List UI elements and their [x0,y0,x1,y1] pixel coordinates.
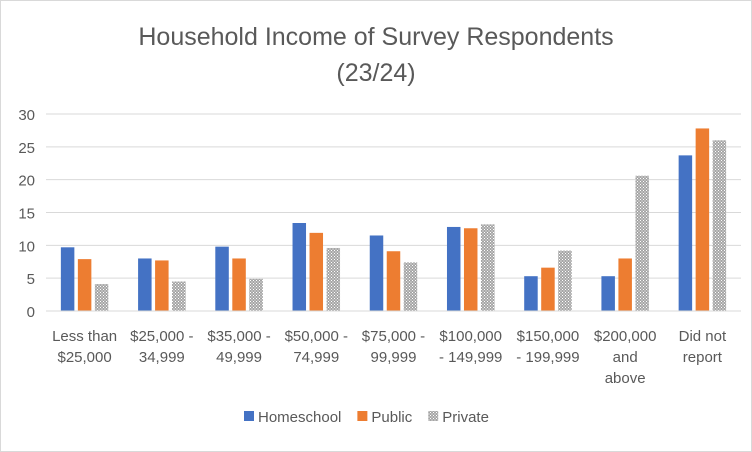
bar-public-1 [155,260,169,311]
x-axis: Less than $25,000 $25,000 - 34,999 $35,000 -… [46,310,741,387]
bar-private-1 [172,281,186,311]
bar-homeschool-1 [138,258,152,311]
y-tick-label: 15 [18,206,35,223]
x-tick-label: $100,000 - 149,999 [439,328,502,366]
y-tick-label: 10 [18,238,35,255]
legend-swatch-private [428,411,439,421]
bar-private-7 [635,175,649,311]
bar-public-6 [541,267,555,311]
x-tick-label-line: above [605,370,646,387]
chart-title: Household Income of Survey Respondents [138,23,614,51]
x-tick-label-line: - 199,999 [516,349,579,366]
bar-homeschool-2 [215,246,229,311]
chart-subtitle: (23/24) [336,59,416,87]
x-tick-label-line: - 149,999 [439,349,502,366]
x-tick-label: $75,000 - 99,999 [362,328,425,366]
bar-private-4 [403,262,418,311]
x-tick-label-line: Did not [679,328,727,345]
x-tick-label: Did not report [679,328,727,366]
bar-private-6 [558,250,572,311]
x-tick-label: $25,000 - 34,999 [130,328,193,366]
bar-homeschool-6 [524,276,538,311]
legend-swatch-homeschool [244,411,254,421]
bar-private-3 [326,247,341,311]
x-tick-label-line: $25,000 - [130,328,193,345]
bar-public-2 [232,258,246,311]
x-tick-label: $35,000 - 49,999 [207,328,270,366]
x-tick-label-line: $50,000 - [285,328,348,345]
x-tick-label: Less than $25,000 [52,328,117,366]
y-tick-label: 30 [18,107,35,124]
bar-homeschool-5 [446,226,461,311]
bar-public-3 [309,232,324,311]
x-tick-label: $150,000 - 199,999 [516,328,579,366]
y-axis: 0 5 10 15 20 25 30 [18,107,35,321]
bar-public-7 [618,258,632,311]
bars [60,128,727,311]
x-tick-label-line: $150,000 [517,328,580,345]
legend-label-private: Private [442,409,489,426]
x-tick-label-line: 99,999 [371,349,417,366]
bar-private-5 [480,224,495,311]
y-tick-label: 0 [27,304,35,321]
bar-private-2 [249,278,263,311]
x-tick-label-line: $100,000 [439,328,502,345]
x-tick-label-line: Less than [52,328,117,345]
bar-public-5 [463,228,478,311]
x-tick-label-line: 74,999 [293,349,339,366]
x-tick-label: $200,000 and above [594,328,657,387]
x-tick-label-line: $35,000 - [207,328,270,345]
y-tick-label: 5 [27,271,35,288]
y-tick-label: 20 [18,173,35,190]
bar-homeschool-3 [292,223,307,311]
x-tick-label-line: $75,000 - [362,328,425,345]
x-tick-label-line: 34,999 [139,349,185,366]
x-tick-label-line: report [683,349,723,366]
bar-public-4 [386,251,401,311]
bar-homeschool-4 [369,235,384,311]
x-tick-label-line: 49,999 [216,349,262,366]
bar-public-8 [695,128,710,311]
legend-swatch-public [357,411,368,421]
bar-homeschool-7 [601,276,615,311]
bar-private-8 [712,140,727,311]
legend-label-homeschool: Homeschool [258,409,341,426]
bar-private-0 [94,284,109,311]
x-tick-label: $50,000 - 74,999 [285,328,348,366]
legend-label-public: Public [371,409,412,426]
bar-homeschool-8 [678,155,693,311]
y-tick-label: 25 [18,140,35,157]
x-tick-label-line: $25,000 [57,349,111,366]
x-tick-label-line: $200,000 [594,328,657,345]
bar-homeschool-0 [60,247,75,311]
x-tick-label-line: and [613,349,638,366]
bar-public-0 [77,259,92,311]
legend: Homeschool Public Private [244,409,489,426]
